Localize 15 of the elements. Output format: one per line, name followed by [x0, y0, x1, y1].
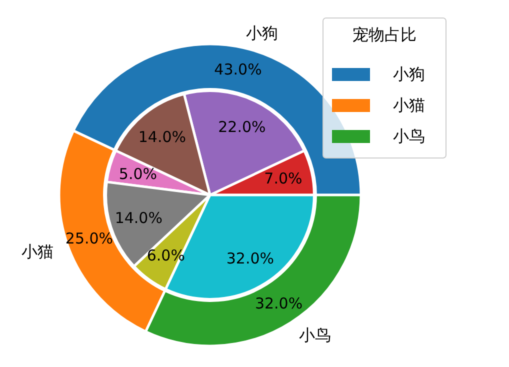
- data-label: 14.0%: [138, 128, 186, 146]
- data-label: 43.0%: [214, 60, 262, 79]
- legend-label: 小鸟: [393, 126, 425, 146]
- slice-label: 小鸟: [299, 326, 331, 345]
- legend-label: 小狗: [393, 64, 425, 84]
- legend-title: 宠物占比: [352, 25, 416, 44]
- data-label: 14.0%: [114, 209, 162, 228]
- slice-label: 小狗: [246, 23, 278, 42]
- data-label: 32.0%: [226, 249, 274, 268]
- data-label: 22.0%: [218, 118, 266, 136]
- data-label: 5.0%: [118, 165, 158, 184]
- data-label: 7.0%: [264, 170, 302, 188]
- data-label: 32.0%: [254, 294, 303, 312]
- legend-label: 小猫: [393, 96, 425, 114]
- slice-label: 小猫: [22, 242, 54, 261]
